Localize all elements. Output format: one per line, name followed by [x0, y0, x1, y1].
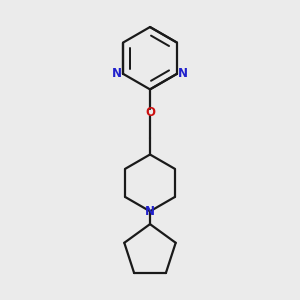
Text: N: N [145, 205, 155, 218]
Text: O: O [145, 106, 155, 119]
Text: N: N [178, 67, 188, 80]
Text: N: N [112, 67, 122, 80]
